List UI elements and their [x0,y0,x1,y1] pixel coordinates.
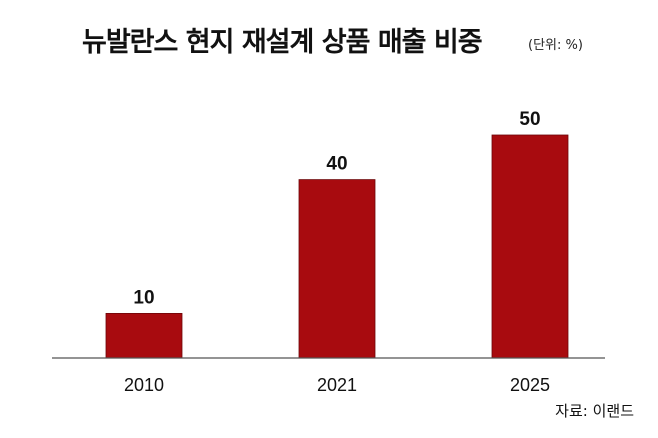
value-label-2021: 40 [326,154,347,175]
x-tick-label-2021: 2021 [317,375,357,395]
chart-title: 뉴발란스 현지 재설계 상품 매출 비중 [82,27,483,58]
x-tick-label-2025: 2025 [510,375,550,395]
labels-group: 10 2010 40 2021 50 2025 [124,109,550,395]
value-label-2010: 10 [133,287,154,308]
source-note: 자료: 이랜드 [555,402,634,420]
bar-2010 [105,312,183,359]
bar-2025 [491,134,569,359]
bar-2021 [298,179,376,359]
bars-group [105,134,569,359]
value-label-2025: 50 [519,109,540,130]
x-tick-label-2010: 2010 [124,375,164,395]
unit-label: (단위: %) [528,38,583,53]
